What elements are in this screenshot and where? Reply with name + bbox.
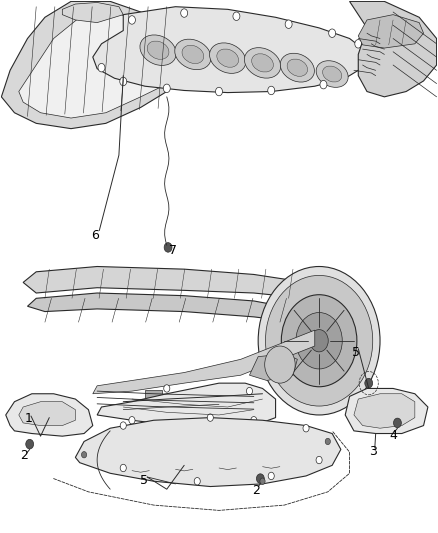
Circle shape (281, 295, 357, 387)
Circle shape (164, 385, 170, 392)
FancyBboxPatch shape (188, 390, 206, 402)
Circle shape (98, 63, 105, 72)
Circle shape (325, 438, 330, 445)
Circle shape (303, 424, 309, 432)
Circle shape (194, 478, 200, 485)
Circle shape (393, 418, 401, 427)
Circle shape (265, 346, 295, 383)
Ellipse shape (175, 39, 211, 70)
Ellipse shape (316, 61, 348, 87)
Text: 1: 1 (25, 412, 32, 425)
Circle shape (128, 15, 135, 24)
Ellipse shape (209, 43, 246, 74)
Circle shape (194, 422, 200, 429)
Circle shape (181, 9, 187, 17)
Circle shape (260, 478, 265, 484)
Polygon shape (250, 354, 297, 381)
Circle shape (258, 266, 380, 415)
Circle shape (365, 378, 373, 388)
Circle shape (310, 329, 328, 352)
Polygon shape (28, 293, 297, 322)
Ellipse shape (217, 49, 239, 67)
FancyBboxPatch shape (145, 390, 162, 402)
Circle shape (233, 12, 240, 20)
Polygon shape (62, 3, 123, 22)
Circle shape (265, 276, 373, 406)
Ellipse shape (252, 54, 273, 72)
Text: 2: 2 (252, 484, 260, 497)
Polygon shape (19, 12, 176, 118)
Circle shape (163, 84, 170, 93)
Circle shape (268, 86, 275, 95)
Circle shape (129, 417, 135, 424)
Polygon shape (93, 7, 367, 93)
Circle shape (120, 422, 126, 429)
Polygon shape (350, 2, 437, 97)
Ellipse shape (147, 41, 169, 59)
Circle shape (296, 312, 342, 369)
Polygon shape (75, 418, 341, 487)
Polygon shape (345, 389, 428, 433)
Circle shape (207, 414, 213, 421)
Polygon shape (354, 394, 415, 428)
Circle shape (328, 29, 336, 37)
Polygon shape (97, 383, 276, 428)
Circle shape (215, 87, 223, 96)
Circle shape (256, 474, 264, 483)
Circle shape (247, 387, 253, 395)
Circle shape (26, 439, 34, 449)
Circle shape (120, 464, 126, 472)
Circle shape (120, 77, 127, 86)
Polygon shape (23, 266, 306, 298)
Circle shape (359, 62, 366, 70)
Circle shape (268, 472, 274, 480)
Ellipse shape (287, 59, 307, 76)
Ellipse shape (280, 53, 314, 82)
Text: 4: 4 (389, 429, 397, 442)
Circle shape (285, 20, 292, 28)
Text: 5: 5 (140, 474, 148, 487)
Circle shape (355, 39, 362, 48)
Polygon shape (19, 402, 75, 425)
Circle shape (316, 456, 322, 464)
Text: 3: 3 (370, 445, 378, 457)
Ellipse shape (244, 47, 281, 78)
Text: 2: 2 (20, 449, 28, 462)
Polygon shape (1, 2, 193, 128)
Ellipse shape (322, 66, 342, 82)
Text: 6: 6 (91, 229, 99, 242)
Ellipse shape (182, 45, 204, 63)
Circle shape (251, 417, 257, 424)
Text: 7: 7 (170, 244, 177, 257)
Circle shape (81, 451, 87, 458)
Ellipse shape (140, 35, 176, 66)
Circle shape (164, 243, 172, 252)
Text: 5: 5 (352, 346, 360, 359)
Polygon shape (358, 14, 424, 48)
Polygon shape (93, 330, 315, 394)
Polygon shape (6, 394, 93, 436)
Circle shape (320, 80, 327, 89)
